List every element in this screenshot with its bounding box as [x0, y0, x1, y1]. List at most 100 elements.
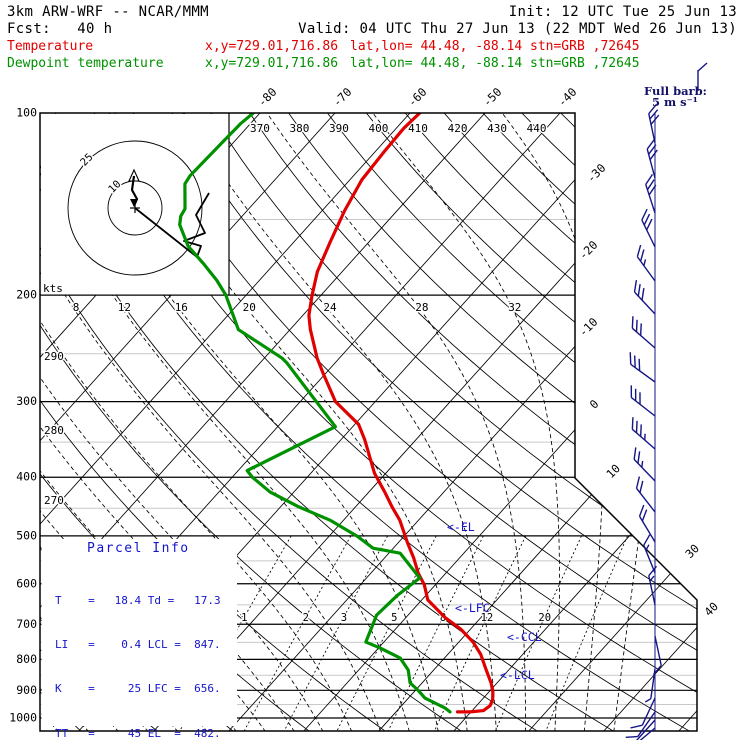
pressure-tick-label: 400	[16, 470, 37, 484]
wind-barb	[634, 719, 656, 740]
level-marker: <-EL	[447, 520, 475, 534]
parcel-row: K = 25 LFC = 656.	[55, 682, 221, 696]
svg-text:12: 12	[118, 301, 131, 314]
svg-text:8: 8	[440, 612, 446, 624]
init-time: Init: 12 UTC Tue 25 Jun 13	[508, 4, 737, 20]
dewpoint-latlon: lat,lon= 44.48, -88.14	[350, 56, 523, 71]
parcel-row: LI = 0.4 LCL = 847.	[55, 637, 221, 651]
svg-text:430: 430	[487, 122, 507, 135]
wind-barb	[629, 352, 656, 383]
wind-barb	[638, 504, 656, 543]
svg-text:5: 5	[391, 612, 397, 624]
svg-text:32: 32	[508, 301, 521, 314]
svg-text:2: 2	[303, 612, 309, 624]
svg-text:20: 20	[243, 301, 256, 314]
svg-text:380: 380	[290, 122, 310, 135]
model-title: 3km ARW-WRF -- NCAR/MMM	[7, 4, 209, 20]
temperature-tick-label: -70	[330, 85, 355, 110]
svg-text:400: 400	[369, 122, 389, 135]
parcel-row: T = 18.4 Td = 17.3	[55, 593, 221, 607]
legend-example-barb	[697, 62, 708, 91]
temperature-tick-label: 30	[682, 541, 702, 561]
level-marker: <-CCL	[507, 630, 542, 644]
svg-text:28: 28	[415, 301, 428, 314]
temperature-tick-label: -10	[576, 315, 601, 340]
wind-barb	[648, 565, 658, 606]
parcel-info-table: T = 18.4 Td = 17.3 LI = 0.4 LCL = 847. K…	[55, 564, 221, 740]
pressure-tick-label: 300	[16, 394, 37, 408]
svg-text:410: 410	[408, 122, 428, 135]
parcel-info-panel	[41, 539, 237, 726]
svg-text:1: 1	[241, 612, 247, 624]
svg-text:440: 440	[527, 122, 547, 135]
svg-text:290: 290	[44, 350, 64, 363]
parcel-row: TT = 45 EL = 482.	[55, 726, 221, 740]
pressure-tick-label: 1000	[9, 711, 37, 725]
pressure-tick-label: 500	[16, 528, 37, 542]
temperature-tick-label: -40	[555, 85, 580, 110]
svg-text:370: 370	[250, 122, 270, 135]
svg-text:24: 24	[323, 301, 337, 314]
dewpoint-stn: stn=GRB ,72645	[530, 56, 640, 71]
temperature-tick-label: -60	[405, 85, 430, 110]
svg-text:8: 8	[73, 301, 80, 314]
pressure-tick-label: 800	[16, 652, 37, 666]
svg-text:20: 20	[538, 612, 551, 624]
wind-barb	[648, 103, 660, 144]
temperature-tick-label: -80	[255, 85, 280, 110]
temperature-tick-label: 10	[603, 461, 623, 481]
wind-barb	[633, 447, 656, 482]
temperature-xy: x,y=729.01,716.86	[205, 39, 339, 54]
parcel-info-title: Parcel Info	[87, 541, 190, 556]
wind-barb	[631, 417, 656, 450]
wind-barb	[631, 316, 656, 349]
valid-time: Valid: 04 UTC Thu 27 Jun 13 (22 MDT Wed …	[298, 21, 737, 37]
wind-barb	[641, 208, 656, 248]
pressure-tick-label: 700	[16, 617, 37, 631]
wind-barb	[644, 668, 656, 703]
barb-legend-title: Full barb:	[644, 84, 707, 98]
wind-barb-column	[625, 103, 662, 740]
svg-text:280: 280	[44, 424, 64, 437]
temperature-stn: stn=GRB ,72645	[530, 39, 640, 54]
pressure-tick-label: 200	[16, 288, 37, 302]
dewpoint-xy: x,y=729.01,716.86	[205, 56, 339, 71]
temperature-tick-label: -20	[576, 238, 601, 263]
wind-barb	[636, 244, 656, 282]
svg-text:420: 420	[448, 122, 468, 135]
temperature-curve	[307, 113, 495, 714]
pressure-tick-label: 600	[16, 576, 37, 590]
temperature-tick-label: 40	[701, 599, 721, 619]
svg-text:390: 390	[329, 122, 349, 135]
svg-text:12: 12	[481, 612, 494, 624]
wind-barb	[630, 385, 656, 417]
dewpoint-label: Dewpoint temperature	[7, 56, 164, 71]
barb-legend-value: 5 m s⁻¹	[652, 95, 698, 109]
temperature-tick-label: 0	[587, 397, 602, 412]
wind-barb	[645, 174, 657, 214]
svg-text:16: 16	[175, 301, 188, 314]
wind-barb	[633, 279, 656, 315]
svg-text:270: 270	[44, 494, 64, 507]
level-marker: <-LFC	[455, 601, 490, 615]
temperature-tick-label: -30	[584, 161, 609, 186]
svg-text:3: 3	[341, 612, 347, 624]
forecast-hour: Fcst: 40 h	[7, 21, 113, 37]
pressure-tick-label: 900	[16, 683, 37, 697]
wind-barb	[643, 534, 656, 574]
level-marker: <-LCL	[500, 668, 535, 682]
dewpoint-curve	[178, 113, 452, 714]
pressure-tick-label: 100	[16, 106, 37, 120]
temperature-label: Temperature	[7, 39, 94, 54]
wind-barb	[631, 727, 656, 740]
wind-barb	[625, 711, 656, 738]
temperature-latlon: lat,lon= 44.48, -88.14	[350, 39, 523, 54]
wind-barb	[630, 697, 656, 729]
hodograph-units-label: kts	[43, 282, 63, 295]
wind-barb	[635, 476, 656, 513]
chart-border	[39, 112, 698, 732]
temperature-tick-label: -50	[480, 85, 505, 110]
